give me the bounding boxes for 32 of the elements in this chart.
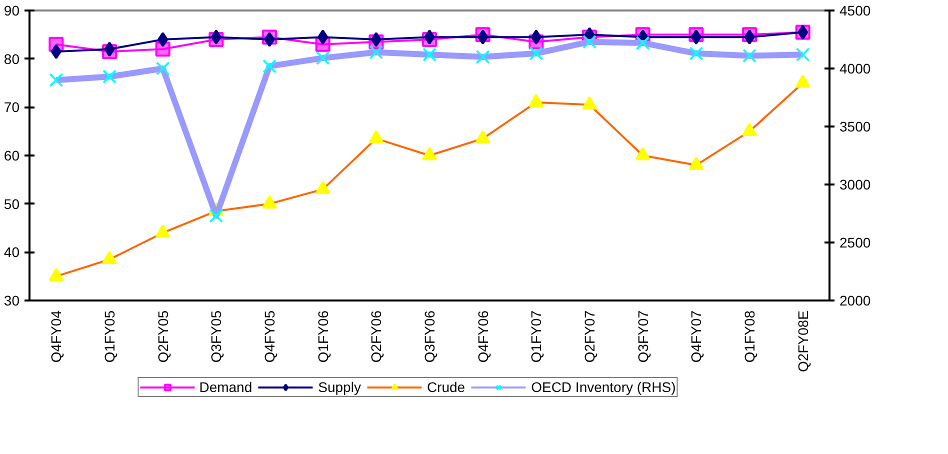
x-tick-label: Q3FY07 xyxy=(634,310,651,363)
x-tick-label: Q4FY06 xyxy=(474,310,491,363)
legend-label: Supply xyxy=(318,379,361,395)
y-tick-label: 60 xyxy=(4,148,20,164)
legend-label: OECD Inventory (RHS) xyxy=(531,379,676,395)
legend-label: Crude xyxy=(426,379,466,395)
x-tick-label: Q4FY04 xyxy=(48,310,64,363)
x-tick-label: Q2FY06 xyxy=(368,310,384,363)
x-tick-label: Q2FY05 xyxy=(154,310,171,363)
y2-tick-label: 3500 xyxy=(840,118,871,134)
y-tick-label: 80 xyxy=(4,50,20,67)
x-tick-label: Q3FY06 xyxy=(422,310,438,363)
y-tick-label: 90 xyxy=(4,2,20,18)
x-tick-label: Q1FY06 xyxy=(314,310,331,363)
x-tick-label: Q3FY05 xyxy=(208,310,224,363)
y-tick-label: 70 xyxy=(4,99,20,116)
y2-tick-label: 2500 xyxy=(840,234,871,250)
x-tick-label: Q1FY05 xyxy=(102,310,118,363)
x-tick-label: Q2FY08E xyxy=(794,310,811,372)
legend-label: Demand xyxy=(199,379,252,395)
x-tick-label: Q1FY08 xyxy=(742,310,758,363)
x-tick-label: Q1FY07 xyxy=(528,310,544,363)
x-tick-label: Q4FY05 xyxy=(262,310,278,363)
y2-tick-label: 4500 xyxy=(840,2,871,18)
y-tick-label: 40 xyxy=(4,244,20,260)
y2-tick-label: 4000 xyxy=(840,60,871,76)
y-tick-label: 30 xyxy=(4,292,20,308)
y2-tick-label: 3000 xyxy=(840,176,871,192)
x-tick-label: Q2FY07 xyxy=(582,310,598,363)
y-tick-label: 50 xyxy=(4,196,20,212)
y2-tick-label: 2000 xyxy=(840,292,871,308)
x-tick-label: Q4FY07 xyxy=(688,310,704,363)
